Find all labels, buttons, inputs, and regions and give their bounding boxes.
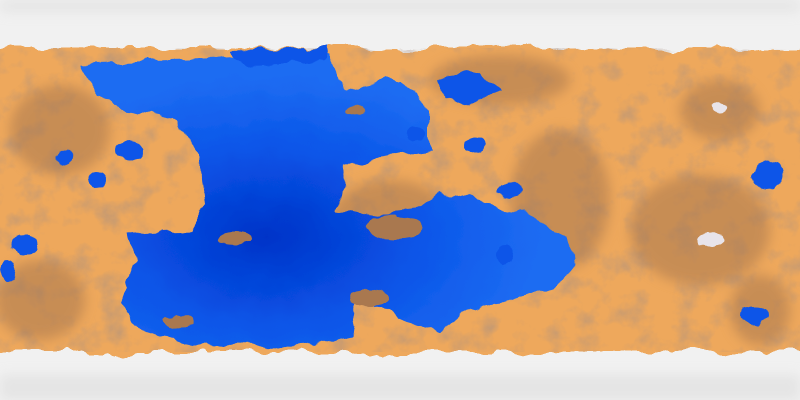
- lake: [465, 138, 485, 152]
- snow-peak-layer: [696, 103, 727, 246]
- lake: [56, 151, 74, 165]
- island: [367, 216, 423, 240]
- island: [350, 290, 390, 306]
- south-ice-shade: [0, 375, 800, 400]
- ocean-layer: [80, 48, 575, 348]
- island: [217, 231, 253, 245]
- lake: [752, 161, 784, 189]
- highland: [630, 175, 770, 285]
- highland: [10, 85, 110, 175]
- island-layer: [164, 104, 423, 328]
- snow-peak: [713, 103, 727, 113]
- island: [345, 104, 365, 116]
- island: [164, 316, 196, 328]
- ocean-inlet: [230, 48, 330, 64]
- lake: [498, 182, 522, 198]
- lake: [496, 246, 514, 264]
- north-ice-shade: [0, 0, 800, 12]
- main-ocean: [80, 55, 575, 348]
- lake-layer: [1, 127, 784, 324]
- lake: [116, 140, 144, 160]
- ocean-inlet: [440, 70, 500, 105]
- lake: [89, 172, 105, 188]
- lake: [406, 127, 424, 143]
- snow-peak: [696, 234, 724, 246]
- lake: [11, 235, 39, 255]
- highland: [0, 260, 85, 340]
- lake: [741, 306, 769, 324]
- lake: [1, 260, 15, 280]
